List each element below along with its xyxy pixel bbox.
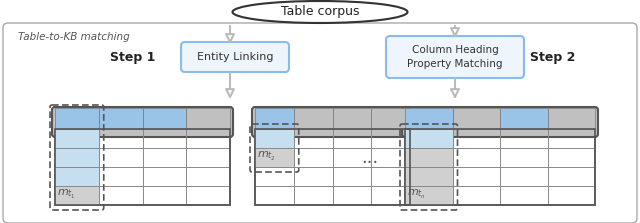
Bar <box>294 108 333 129</box>
FancyBboxPatch shape <box>386 36 524 78</box>
Bar <box>405 167 452 186</box>
Bar <box>405 186 452 205</box>
FancyBboxPatch shape <box>181 42 289 72</box>
Text: $m_{t_2}$: $m_{t_2}$ <box>257 150 276 163</box>
Text: Step 1: Step 1 <box>109 50 155 64</box>
Bar <box>405 129 452 148</box>
FancyBboxPatch shape <box>3 23 637 223</box>
Text: Step 2: Step 2 <box>530 50 575 64</box>
Bar <box>405 108 452 129</box>
Bar <box>255 129 410 205</box>
Bar <box>371 108 410 129</box>
Text: Table-to-KB matching: Table-to-KB matching <box>18 32 130 42</box>
Bar <box>55 186 99 205</box>
Bar <box>333 108 371 129</box>
FancyBboxPatch shape <box>252 107 413 137</box>
Bar <box>55 129 230 205</box>
Bar <box>55 108 99 129</box>
Bar <box>55 129 99 148</box>
Bar <box>99 108 143 129</box>
Bar <box>55 129 230 205</box>
Bar <box>255 148 294 167</box>
Bar <box>143 108 186 129</box>
Text: Entity Linking: Entity Linking <box>196 52 273 62</box>
Bar <box>405 148 452 167</box>
Bar <box>255 108 294 129</box>
Bar <box>452 108 500 129</box>
Bar <box>186 108 230 129</box>
Bar <box>55 167 99 186</box>
Text: ...: ... <box>362 149 379 167</box>
Text: $m_{t_n}$: $m_{t_n}$ <box>407 188 426 201</box>
Bar <box>55 148 99 167</box>
Text: Column Heading
Property Matching: Column Heading Property Matching <box>407 45 503 69</box>
Bar <box>255 129 410 205</box>
Bar <box>500 108 547 129</box>
Text: Table corpus: Table corpus <box>281 6 359 19</box>
Bar <box>547 108 595 129</box>
Bar <box>255 129 294 148</box>
Bar <box>405 129 595 205</box>
FancyBboxPatch shape <box>402 107 598 137</box>
FancyBboxPatch shape <box>52 107 233 137</box>
Ellipse shape <box>232 1 408 23</box>
Bar <box>405 129 595 205</box>
Text: $m_{t_1}$: $m_{t_1}$ <box>57 188 76 201</box>
